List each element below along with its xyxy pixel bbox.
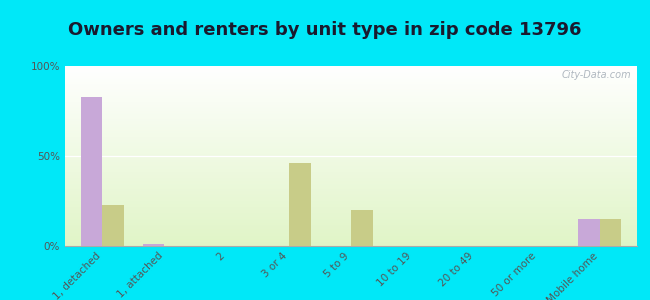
- Bar: [600, 219, 621, 246]
- Text: Owners and renters by unit type in zip code 13796: Owners and renters by unit type in zip c…: [68, 21, 582, 39]
- Text: City-Data.com: City-Data.com: [562, 70, 631, 80]
- Bar: [102, 205, 124, 246]
- Bar: [289, 163, 311, 246]
- Bar: [81, 97, 102, 246]
- Bar: [143, 244, 164, 246]
- Bar: [351, 210, 372, 246]
- Bar: [578, 219, 600, 246]
